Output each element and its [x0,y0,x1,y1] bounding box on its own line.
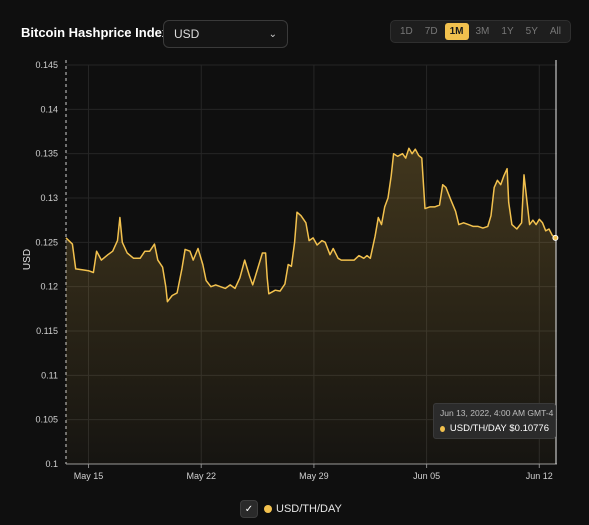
y-tick-label: 0.145 [35,60,58,70]
range-button-7d[interactable]: 7D [424,26,438,37]
range-button-1d[interactable]: 1D [400,26,413,37]
y-tick-label: 0.115 [36,326,58,336]
y-tick-label: 0.11 [41,370,58,380]
legend-label[interactable]: USD/TH/DAY [276,503,342,515]
range-button-1y[interactable]: 1Y [501,26,514,37]
series-area [66,148,556,465]
y-tick-label: 0.13 [40,193,58,203]
tooltip-series: USD/TH/DAY [449,423,507,434]
y-tick-label: 0.12 [40,282,58,292]
y-tick-label: 0.125 [35,237,58,247]
x-tick-label: May 22 [186,471,216,481]
chart-tooltip: Jun 13, 2022, 4:00 AM GMT-4 USD/TH/DAY $… [433,403,556,439]
chevron-down-icon: ⌄ [268,28,277,40]
currency-select[interactable]: USD ⌄ [163,20,288,48]
currency-value: USD [174,27,200,41]
range-button-3m[interactable]: 3M [475,26,490,37]
y-tick-label: 0.14 [40,104,58,114]
range-button-5y[interactable]: 5Y [525,26,538,37]
time-range-selector: 1D 7D 1M 3M 1Y 5Y All [390,20,571,43]
legend-color-dot [264,505,272,513]
x-tick-label: May 29 [299,471,329,481]
tooltip-date: Jun 13, 2022, 4:00 AM GMT-4 [440,408,554,418]
series-color-dot [440,425,445,432]
x-tick-label: May 15 [74,471,104,481]
check-icon[interactable]: ✓ [240,500,258,518]
x-tick-label: Jun 05 [413,471,440,481]
y-axis-title: USD [22,249,33,270]
y-tick-label: 0.105 [35,415,58,425]
tooltip-value: $0.10776 [509,423,549,434]
range-button-1m[interactable]: 1M [444,23,469,40]
range-button-all[interactable]: All [549,26,561,37]
hover-point [552,234,559,241]
page-title: Bitcoin Hashprice Index [21,25,170,40]
series-line [65,147,556,303]
chart-legend: ✓ USD/TH/DAY [240,500,342,518]
tooltip-value-row: USD/TH/DAY $0.10776 [440,423,549,434]
x-tick-label: Jun 12 [526,471,553,481]
y-tick-label: 0.135 [35,149,58,159]
y-tick-label: 0.1 [45,459,58,469]
